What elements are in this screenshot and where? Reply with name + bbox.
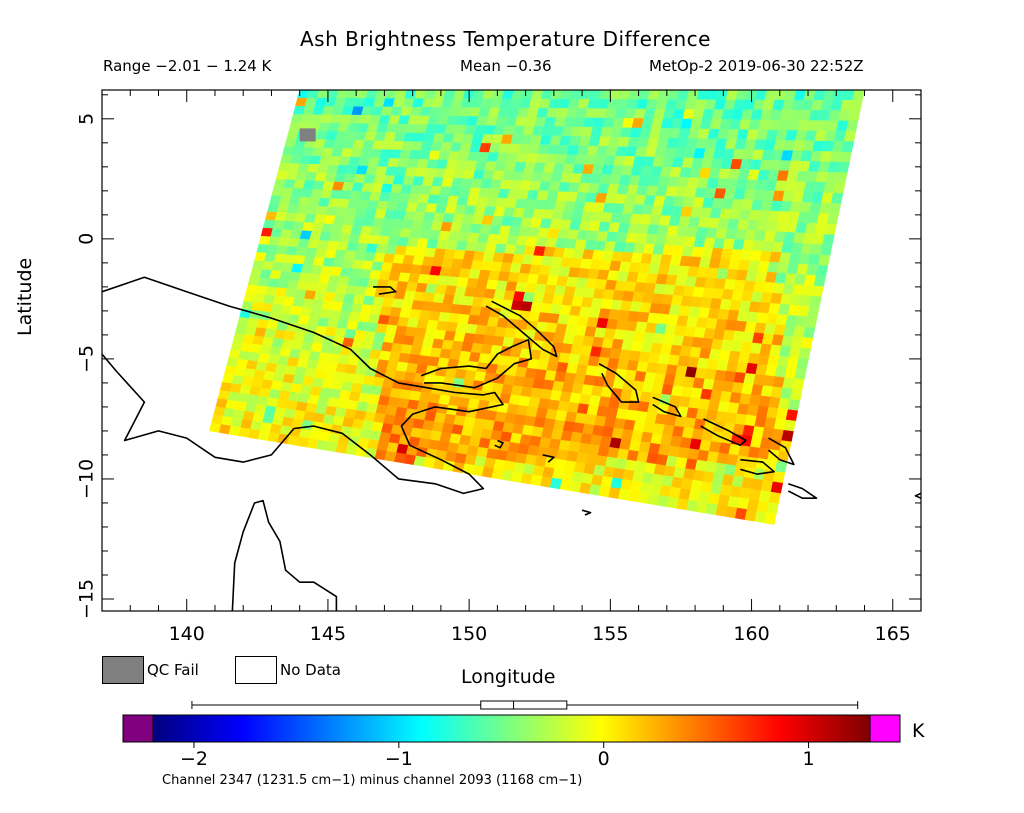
- swath-pixel: [815, 264, 829, 277]
- colorbar-unit: K: [912, 720, 925, 742]
- swath-pixel: [837, 161, 850, 174]
- swath-pixel: [826, 213, 839, 225]
- swath-pixel: [848, 110, 861, 122]
- swath-pixel: [800, 337, 814, 349]
- x-tick-label: 160: [733, 623, 769, 645]
- y-tick-label: 5: [76, 113, 98, 125]
- swath-pixel: [843, 130, 857, 142]
- coastline-1: [420, 338, 533, 389]
- swath-pixel: [796, 357, 809, 370]
- coastline-12: [581, 509, 592, 516]
- swath-pixel: [820, 244, 833, 256]
- swath-pixel: [774, 460, 788, 474]
- swath-pixel: [798, 347, 811, 360]
- swath-pixel: [839, 151, 852, 163]
- swath-pixel: [811, 285, 824, 298]
- swath-pixel: [852, 90, 865, 101]
- plot-area: [102, 90, 921, 611]
- colorbar-tick-label: 1: [802, 748, 814, 770]
- qc-fail-swatch: [102, 656, 144, 684]
- coastline-14: [914, 492, 921, 499]
- swath-pixel: [785, 409, 799, 422]
- coastline-9: [787, 483, 818, 499]
- colorbar-tick-label: 0: [598, 748, 610, 770]
- colorbar-tick-label: −2: [180, 748, 208, 770]
- colorbar-under: [122, 714, 154, 743]
- swath-pixel: [822, 234, 835, 246]
- swath-pixel: [841, 141, 855, 153]
- platform-text: MetOp-2 2019-06-30 22:52Z: [649, 57, 864, 75]
- coastline-2: [485, 300, 558, 358]
- axis-ticks: [102, 90, 921, 611]
- x-tick-label: 140: [169, 623, 205, 645]
- colorbar: [152, 714, 871, 743]
- swath-pixel: [805, 316, 818, 329]
- swath-pixel: [794, 368, 807, 380]
- y-tick-label: −5: [76, 345, 98, 373]
- swath-pixel: [792, 378, 805, 391]
- y-axis-label: Latitude: [14, 257, 36, 336]
- qc-fail-pixel: [299, 128, 316, 142]
- coastline-3: [373, 286, 397, 295]
- x-tick-label: 145: [310, 623, 346, 645]
- y-tick-label: −15: [76, 579, 98, 619]
- coastline-6: [700, 418, 747, 447]
- x-tick-label: 155: [592, 623, 628, 645]
- swath-pixel: [809, 295, 822, 308]
- swath-pixel: [789, 388, 803, 401]
- coastline-4: [598, 363, 640, 403]
- coastline-7: [740, 458, 775, 475]
- swath-pixel: [830, 192, 844, 205]
- swath-pixel: [768, 491, 781, 505]
- x-axis-label: Longitude: [461, 666, 556, 688]
- mean-text: Mean −0.36: [460, 57, 552, 75]
- x-tick-label: 150: [451, 623, 487, 645]
- coastline-0: [102, 276, 504, 495]
- qc-fail-label: QC Fail: [147, 661, 199, 679]
- colorbar-over: [869, 714, 901, 743]
- swath-heatmap: [209, 90, 865, 525]
- no-data-label: No Data: [280, 661, 341, 679]
- chart-title: Ash Brightness Temperature Difference: [300, 27, 711, 51]
- swath-pixel: [783, 419, 796, 432]
- swath-pixel: [779, 440, 792, 453]
- coastline-11: [542, 454, 555, 463]
- swath-pixel: [845, 120, 859, 132]
- swath-pixel: [824, 223, 837, 236]
- range-text: Range −2.01 − 1.24 K: [103, 57, 272, 75]
- swath-pixel: [787, 399, 801, 412]
- swath-pixel: [807, 306, 820, 318]
- coastline-5: [652, 396, 682, 418]
- plot-frame: [101, 89, 922, 612]
- swath-pixel: [802, 326, 816, 339]
- swath-pixel: [833, 182, 846, 194]
- swath-pixel: [781, 429, 794, 443]
- y-tick-label: −10: [76, 459, 98, 499]
- swath-pixel: [835, 172, 848, 184]
- colorbar-tick-label: −1: [385, 748, 413, 770]
- boxplot-box: [480, 700, 568, 710]
- swath-pixel: [828, 203, 842, 215]
- y-tick-label: 0: [76, 233, 98, 245]
- x-tick-label: 165: [875, 623, 911, 645]
- swath-pixel: [817, 254, 831, 267]
- swath-pixel: [766, 502, 779, 515]
- swath-pixel: [770, 481, 784, 494]
- coastline-13: [231, 499, 338, 611]
- swath-pixel: [850, 100, 863, 111]
- colorbar-caption: Channel 2347 (1231.5 cm−1) minus channel…: [162, 773, 583, 788]
- coastline-10: [494, 439, 504, 449]
- swath-pixel: [813, 275, 827, 287]
- swath-pixel: [764, 512, 777, 525]
- swath-pixel: [772, 471, 786, 484]
- no-data-swatch: [235, 656, 277, 684]
- coastline-8: [767, 437, 795, 466]
